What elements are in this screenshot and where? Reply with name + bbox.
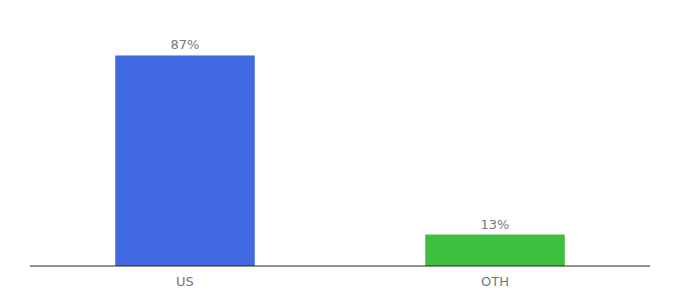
x-tick-label: US xyxy=(176,274,194,289)
x-axis-line xyxy=(30,266,650,267)
x-tick-label: OTH xyxy=(481,274,509,289)
x-tick-labels: US OTH xyxy=(176,274,509,289)
chart-svg: 87% 13% US OTH xyxy=(0,0,680,300)
chart-container: 87% 13% US OTH xyxy=(0,0,680,300)
bar xyxy=(425,235,565,266)
bar xyxy=(115,55,255,266)
data-label: 13% xyxy=(481,217,510,232)
bars xyxy=(115,55,565,266)
data-label: 87% xyxy=(171,37,200,52)
data-labels: 87% 13% xyxy=(171,37,510,231)
